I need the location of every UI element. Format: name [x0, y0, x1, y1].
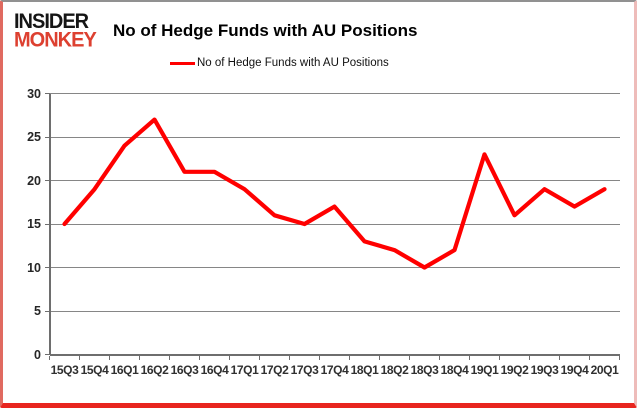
y-tick-label: 25: [27, 130, 41, 144]
x-axis-tick: [409, 355, 410, 360]
gridline: [49, 93, 620, 94]
x-tick-label: 19Q1: [470, 363, 499, 377]
x-tick-label: 18Q3: [410, 363, 439, 377]
legend-label: No of Hedge Funds with AU Positions: [197, 57, 389, 69]
x-axis-tick: [379, 355, 380, 360]
x-axis-tick: [439, 355, 440, 360]
plot-area: 0 5 10 15 20 25 30 15Q3 15Q4 16Q1 16Q2 16Q3 16Q4 17Q1…: [3, 2, 634, 403]
x-axis-tick: [49, 355, 50, 360]
x-tick-label: 18Q4: [440, 363, 469, 377]
x-axis-tick: [289, 355, 290, 360]
x-tick-label: 19Q2: [500, 363, 529, 377]
x-tick-label: 18Q2: [380, 363, 409, 377]
x-axis-tick: [259, 355, 260, 360]
x-axis-tick: [559, 355, 560, 360]
x-axis-line: [49, 354, 620, 356]
x-tick-label: 16Q4: [200, 363, 229, 377]
series-line-svg: [62, 117, 607, 270]
x-axis-tick: [109, 355, 110, 360]
x-tick-label: 16Q2: [140, 363, 169, 377]
legend-line-marker: [170, 61, 195, 65]
x-tick-label: 15Q4: [80, 363, 109, 377]
y-tick-label: 30: [27, 86, 41, 101]
y-tick-label: 20: [27, 173, 41, 188]
logo-insider-text: INSIDER: [14, 9, 89, 33]
y-axis-tick: [44, 223, 50, 225]
gridline: [49, 310, 620, 312]
y-tick-label: 10: [27, 260, 41, 275]
x-axis-tick: [469, 355, 470, 360]
x-tick-label: 19Q4: [560, 363, 589, 377]
x-axis-tick: [619, 355, 620, 360]
gridline: [49, 267, 620, 268]
x-axis-tick: [529, 355, 530, 360]
x-axis-tick: [139, 355, 140, 360]
x-axis-tick: [199, 355, 200, 360]
y-tick-label: 5: [34, 304, 41, 318]
x-tick-label: 17Q4: [320, 363, 349, 377]
logo-monkey-text: MONKEY: [14, 28, 97, 52]
y-axis-tick: [44, 310, 50, 312]
y-axis-tick: [44, 180, 50, 181]
y-tick-label: 15: [27, 217, 41, 231]
y-axis-tick: [44, 93, 50, 94]
x-axis-tick: [319, 355, 320, 360]
x-axis-tick: [229, 355, 230, 360]
legend: No of Hedge Funds with AU Positions: [170, 57, 389, 69]
x-tick-label: 17Q3: [290, 363, 319, 377]
x-tick-label: 16Q1: [110, 363, 139, 377]
x-tick-label: 15Q3: [50, 363, 79, 377]
x-tick-label: 20Q1: [590, 363, 619, 377]
gridline: [49, 180, 620, 181]
x-tick-label: 17Q2: [260, 363, 289, 377]
x-tick-label: 18Q1: [350, 363, 379, 377]
hedge-funds-series-line: [62, 117, 607, 270]
x-tick-label: 16Q3: [170, 363, 199, 377]
insider-monkey-logo: INSIDER MONKEY: [14, 9, 97, 52]
x-axis-tick: [169, 355, 170, 360]
y-axis-tick: [44, 136, 50, 138]
x-axis-tick: [589, 355, 590, 360]
y-axis-tick: [44, 354, 50, 355]
x-axis-tick: [349, 355, 350, 360]
gridline: [49, 136, 620, 138]
y-tick-label: 0: [34, 347, 41, 362]
x-axis-tick: [499, 355, 500, 360]
x-axis-tick: [79, 355, 80, 360]
y-axis-tick: [44, 267, 50, 268]
x-tick-label: 19Q3: [530, 363, 559, 377]
gridline: [49, 223, 620, 225]
y-axis-line: [49, 93, 51, 355]
chart-title: No of Hedge Funds with AU Positions: [113, 21, 418, 40]
x-tick-label: 17Q1: [230, 363, 259, 377]
